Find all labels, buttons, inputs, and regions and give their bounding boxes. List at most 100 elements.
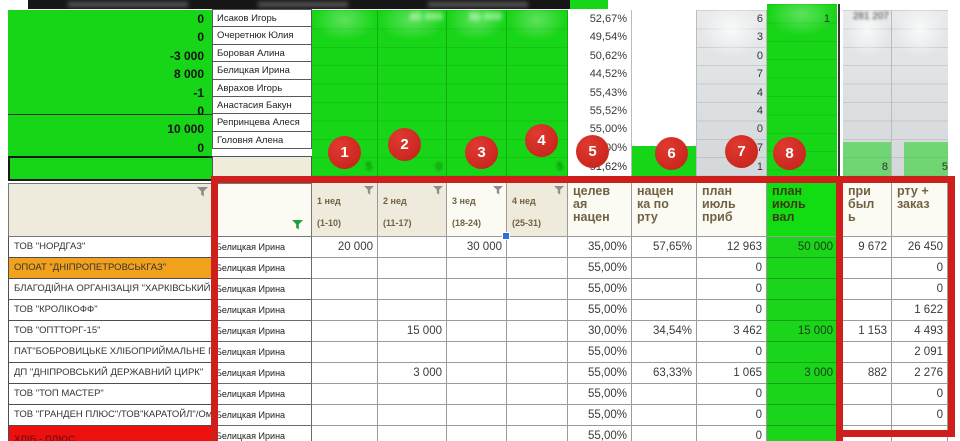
- target-cell[interactable]: 55,00%: [568, 363, 632, 384]
- digit-cell[interactable]: 3: [756, 31, 763, 44]
- profit-cell[interactable]: [843, 300, 892, 321]
- manager-name-cell[interactable]: Боровая Алина: [212, 43, 312, 63]
- week3-cell[interactable]: [447, 321, 507, 342]
- overview-value-cell[interactable]: 0: [197, 12, 204, 26]
- profit-cell[interactable]: [843, 342, 892, 363]
- digit-cell[interactable]: 6: [756, 13, 763, 25]
- profit-cell[interactable]: 882: [843, 363, 892, 384]
- week3-cell[interactable]: [447, 426, 507, 441]
- week1-cell[interactable]: [312, 384, 378, 405]
- rtu-cell[interactable]: 4 493: [892, 321, 948, 342]
- week2-cell[interactable]: [378, 384, 447, 405]
- manager-cell[interactable]: Белицкая Ирина: [212, 236, 312, 258]
- filter-icon[interactable]: [493, 186, 503, 198]
- week1-cell[interactable]: [312, 279, 378, 300]
- totals-left-green-cell[interactable]: [8, 156, 214, 181]
- plan-val-cell[interactable]: [767, 300, 838, 321]
- week3-cell[interactable]: 30 000: [447, 237, 507, 258]
- manager-cell[interactable]: Белицкая Ирина: [212, 257, 312, 279]
- plan-july-val-header[interactable]: план июль вал: [767, 183, 838, 237]
- target-cell[interactable]: 35,00%: [568, 237, 632, 258]
- profit-cell[interactable]: [843, 384, 892, 405]
- week4-cell[interactable]: [507, 363, 568, 384]
- week3-cell[interactable]: [447, 300, 507, 321]
- week2-cell[interactable]: [378, 258, 447, 279]
- markup-cell[interactable]: [632, 258, 697, 279]
- profit-cell[interactable]: 9 672: [843, 237, 892, 258]
- manager-cell[interactable]: Белицкая Ирина: [212, 341, 312, 363]
- rtu-zakaz-header[interactable]: рту + заказ: [892, 183, 948, 237]
- digit-cell[interactable]: 0: [756, 49, 763, 62]
- manager-name-cell[interactable]: Головня Алена: [212, 130, 312, 149]
- week1-cell[interactable]: [312, 342, 378, 363]
- week1-cell[interactable]: [312, 258, 378, 279]
- manager-cell[interactable]: Белицкая Ирина: [212, 362, 312, 384]
- week2-cell[interactable]: [378, 300, 447, 321]
- plan-prib-cell[interactable]: 1 065: [697, 363, 767, 384]
- manager-cell[interactable]: Белицкая Ирина: [212, 320, 312, 342]
- percent-cell[interactable]: 55,43%: [589, 86, 627, 99]
- week3-cell[interactable]: [447, 342, 507, 363]
- markup-cell[interactable]: [632, 279, 697, 300]
- totals-week2[interactable]: 0: [435, 161, 442, 173]
- markup-cell[interactable]: 63,33%: [632, 363, 697, 384]
- target-cell[interactable]: 55,00%: [568, 300, 632, 321]
- company-cell[interactable]: ПАТ"БОБРОВИЦЬКЕ ХЛІБОПРИЙМАЛЬНЕ ПІД: [8, 341, 212, 363]
- rtu-cell[interactable]: 0: [892, 405, 948, 426]
- markup-rtu-header[interactable]: нацен ка по рту: [632, 183, 697, 237]
- week3-cell[interactable]: [447, 279, 507, 300]
- manager-name-cell[interactable]: Аврахов Игорь: [212, 78, 312, 97]
- rtu-cell[interactable]: 2 276: [892, 363, 948, 384]
- week1-cell[interactable]: [312, 363, 378, 384]
- digit-cell[interactable]: 0: [756, 123, 763, 136]
- digit-cell[interactable]: 7: [756, 141, 763, 154]
- plan-val-cell[interactable]: [767, 426, 838, 441]
- totals-plan-prib[interactable]: 1: [756, 161, 763, 173]
- target-cell[interactable]: 55,00%: [568, 426, 632, 441]
- company-cell[interactable]: ТОВ "ОПТТОРГ-15": [8, 320, 212, 342]
- manager-cell[interactable]: Белицкая Ирина: [212, 383, 312, 405]
- manager-cell[interactable]: Белицкая Ирина: [212, 404, 312, 426]
- week4-cell[interactable]: [507, 405, 568, 426]
- week2-cell[interactable]: [378, 405, 447, 426]
- week3-cell[interactable]: [447, 384, 507, 405]
- week4-header[interactable]: 4 нед (25-31): [507, 183, 568, 237]
- target-cell[interactable]: 55,00%: [568, 342, 632, 363]
- percent-cell[interactable]: 44,52%: [589, 68, 627, 81]
- week4-cell[interactable]: [507, 258, 568, 279]
- percent-cell[interactable]: 52,67%: [589, 13, 627, 25]
- week1-cell[interactable]: [312, 321, 378, 342]
- company-cell[interactable]: ТОВ "ГРАНДЕН ПЛЮС"/ТОВ"КАРАТОЙЛ"/Ома»: [8, 404, 212, 426]
- week4-cell[interactable]: [507, 279, 568, 300]
- plan-prib-cell[interactable]: 0: [697, 258, 767, 279]
- plan-val-first-value[interactable]: 1: [823, 13, 830, 25]
- week1-cell[interactable]: [312, 405, 378, 426]
- week3-header[interactable]: 3 нед (18-24): [447, 183, 507, 237]
- profit-cell[interactable]: [843, 405, 892, 426]
- week1-cell[interactable]: [312, 300, 378, 321]
- company-cell[interactable]: ТОВ "ТОП МАСТЕР": [8, 383, 212, 405]
- overview-value-cell[interactable]: 8 000: [173, 67, 204, 82]
- week1-cell[interactable]: 20 000: [312, 237, 378, 258]
- week4-cell[interactable]: [507, 342, 568, 363]
- week3-cell[interactable]: [447, 258, 507, 279]
- plan-prib-cell[interactable]: 0: [697, 342, 767, 363]
- overview-value-cell[interactable]: 10 000: [167, 122, 204, 137]
- plan-val-cell[interactable]: [767, 405, 838, 426]
- target-cell[interactable]: 30,00%: [568, 321, 632, 342]
- profit-cell[interactable]: [843, 258, 892, 279]
- overview-value-cell[interactable]: 0: [197, 140, 204, 155]
- manager-name-cell[interactable]: Анастасия Бакун: [212, 95, 312, 115]
- plan-prib-cell[interactable]: 0: [697, 384, 767, 405]
- percent-cell[interactable]: 55,00%: [589, 123, 627, 136]
- plan-val-cell[interactable]: [767, 384, 838, 405]
- percent-cell[interactable]: 55,52%: [589, 104, 627, 117]
- filter-icon[interactable]: [197, 187, 208, 200]
- week2-header[interactable]: 2 нед (11-17): [378, 183, 447, 237]
- company-cell[interactable]: ОПОАТ "ДНІПРОПЕТРОВСЬКГАЗ": [8, 257, 212, 279]
- week4-cell[interactable]: [507, 321, 568, 342]
- profit-header[interactable]: при был ь: [843, 183, 892, 237]
- company-column-header[interactable]: [8, 183, 212, 237]
- overview-value-cell[interactable]: 0: [197, 103, 204, 118]
- overview-value-cell[interactable]: -3 000: [169, 48, 204, 63]
